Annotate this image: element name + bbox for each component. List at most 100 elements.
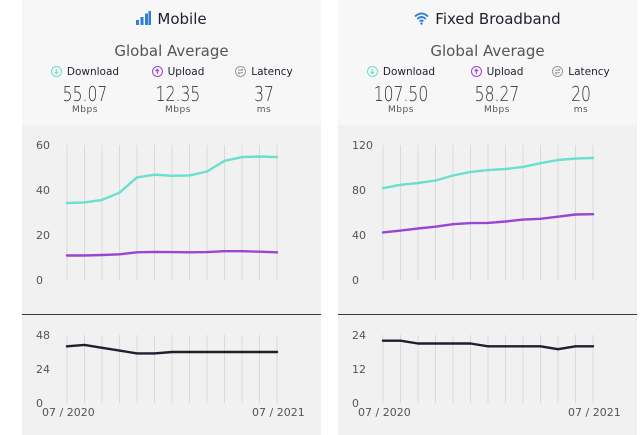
fixed-latency-unit: ms: [573, 105, 589, 115]
fixed-chart-divider: [338, 314, 637, 315]
mobile-title-text: Mobile: [157, 10, 207, 28]
fixed-speed-download-point: [399, 183, 402, 186]
mobile-speed-y-tick-label: 60: [36, 139, 50, 152]
mobile-panel: Mobile Global Average Download 55.07 Mbp…: [22, 0, 321, 435]
fixed-download-unit: Mbps: [388, 105, 414, 115]
mobile-latency-x-tick-label-start: 07 / 2020: [42, 406, 95, 419]
mobile-speed-upload-point: [240, 250, 244, 253]
mobile-latency-label: Latency: [251, 66, 293, 78]
mobile-speed-download-point: [135, 176, 139, 179]
mobile-title: Mobile: [22, 10, 321, 28]
mobile-download-metric: Download 55.07 Mbps: [37, 66, 133, 115]
fixed-upload-label: Upload: [486, 66, 524, 78]
fixed-latency-value: 20: [571, 82, 591, 106]
mobile-latency-latency-point: [205, 350, 209, 354]
mobile-speed-download-point: [118, 191, 121, 194]
fixed-upload-metric: Upload 58.27 Mbps: [449, 66, 545, 115]
mobile-speed-upload-point: [170, 251, 174, 254]
mobile-latency-latency-point: [135, 352, 139, 355]
fixed-speed-upload-point: [416, 227, 420, 230]
fixed-latency-latency-point: [504, 345, 507, 348]
fixed-speed-download-point: [416, 182, 420, 185]
mobile-latency-x-tick-label-end: 07 / 2021: [252, 406, 305, 419]
mobile-header: Mobile Global Average Download 55.07 Mbp…: [22, 0, 321, 125]
mobile-speed-download-point: [100, 198, 104, 201]
signal-bars-icon: [136, 11, 152, 25]
mobile-speed-upload-point: [100, 253, 104, 257]
mobile-speed-download-point: [205, 170, 209, 173]
fixed-latency-metric: Latency 20 ms: [533, 66, 629, 115]
mobile-latency-y-tick-label: 24: [36, 363, 50, 376]
mobile-latency-latency-point: [100, 346, 104, 349]
fixed-speed-y-tick-label: 40: [352, 229, 366, 242]
fixed-download-label: Download: [382, 66, 436, 78]
fixed-speed-upload-point: [381, 231, 385, 234]
fixed-speed-upload-point: [451, 223, 455, 226]
mobile-speed-download-point: [83, 201, 86, 204]
fixed-speed-y-tick-label: 80: [352, 184, 366, 197]
mobile-charts: 0 20 40 60 0 24 48 07 / 2020 07 / 2021: [36, 139, 305, 419]
download-arrow-icon: [366, 66, 378, 77]
mobile-upload-label: Upload: [167, 66, 205, 78]
fixed-latency-latency-point: [486, 345, 490, 348]
mobile-latency-latency-point: [118, 349, 121, 352]
upload-arrow-icon: [151, 66, 163, 77]
fixed-latency-latency-point: [591, 345, 595, 348]
fixed-speed-y-tick-label: 0: [352, 274, 359, 287]
fixed-latency-y-tick-label: 12: [352, 363, 366, 376]
fixed-header: Fixed Broadband Global Average Download …: [338, 0, 637, 125]
fixed-latency-latency-point: [556, 348, 560, 351]
fixed-title: Fixed Broadband: [338, 10, 637, 28]
fixed-speed-download-point: [539, 162, 542, 165]
mobile-latency-metric: Latency 37 ms: [216, 66, 312, 115]
mobile-speed-download-point: [223, 159, 226, 162]
mobile-speed-y-tick-label: 0: [36, 274, 43, 287]
fixed-latency-latency-point: [574, 345, 577, 348]
mobile-speed-download-point: [188, 174, 191, 177]
mobile-latency-value: 37: [254, 82, 274, 106]
fixed-latency-latency-point: [539, 345, 542, 348]
mobile-download-value: 55.07: [62, 82, 108, 106]
mobile-speed-upload-point: [135, 251, 139, 254]
fixed-latency-latency-point: [416, 342, 420, 345]
fixed-download-value: 107.50: [373, 82, 429, 106]
mobile-speed-upload-point: [188, 251, 191, 254]
mobile-latency-latency-point: [275, 350, 279, 354]
mobile-speed-upload-point: [153, 250, 156, 253]
fixed-charts: 0 40 80 120 0 12 24 07 / 2020 07 / 2021: [352, 139, 621, 419]
mobile-speed-upload-point: [223, 250, 226, 253]
fixed-latency-latency-point: [434, 342, 437, 345]
mobile-upload-value: 12.35: [155, 82, 201, 106]
mobile-speed-upload-point: [258, 250, 261, 253]
mobile-chart-divider: [22, 314, 321, 315]
download-arrow-icon: [50, 66, 62, 77]
mobile-latency-y-tick-label: 48: [36, 329, 50, 342]
fixed-title-text: Fixed Broadband: [435, 10, 561, 28]
fixed-speed-download-point: [451, 174, 455, 177]
fixed-speed-download-point: [591, 156, 595, 160]
mobile-speed-y-tick-label: 20: [36, 229, 50, 242]
fixed-latency-y-tick-label: 0: [352, 397, 359, 410]
mobile-download-label: Download: [66, 66, 120, 78]
mobile-latency-latency-point: [83, 343, 86, 347]
mobile-speed-download-point: [153, 173, 156, 176]
mobile-download-unit: Mbps: [72, 105, 98, 115]
mobile-speed-download-point: [170, 174, 174, 177]
mobile-speed-download-point: [275, 156, 279, 159]
upload-arrow-icon: [470, 66, 482, 77]
mobile-latency-latency-point: [258, 350, 261, 354]
fixed-speed-upload-point: [556, 215, 560, 218]
mobile-speed-download-point: [258, 155, 261, 158]
mobile-speed-y-tick-label: 40: [36, 184, 50, 197]
mobile-latency-latency-point: [240, 350, 244, 354]
fixed-speed-upload-point: [434, 225, 437, 228]
fixed-speed-upload-point: [486, 221, 490, 224]
fixed-speed-download-point: [521, 165, 525, 169]
fixed-speed-download-point: [486, 168, 490, 172]
fixed-speed-upload-point: [539, 217, 542, 220]
mobile-speed-upload-point: [205, 251, 209, 254]
mobile-latency-unit: ms: [256, 105, 272, 115]
fixed-latency-latency-point: [469, 342, 472, 345]
fixed-latency-latency-point: [451, 342, 455, 345]
fixed-speed-download-point: [574, 157, 577, 160]
